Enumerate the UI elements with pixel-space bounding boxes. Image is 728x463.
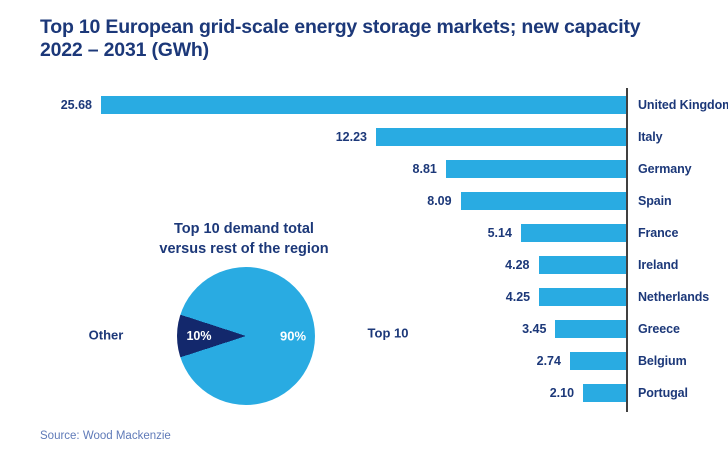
bar-category-label: Portugal — [638, 386, 688, 401]
bar-value-label: 12.23 — [335, 130, 367, 145]
bar-value-label: 4.28 — [505, 258, 530, 273]
pie-chart: 90% 10% — [177, 267, 315, 405]
chart-title-line-1: Top 10 European grid-scale energy storag… — [40, 16, 641, 38]
pie-slice-label-top10-pct: 90% — [279, 328, 307, 344]
bar-segment — [445, 160, 626, 179]
bar-category-label: Ireland — [638, 258, 679, 273]
pie-title-line-2: versus rest of the region — [159, 241, 329, 257]
source-note: Source: Wood Mackenzie — [40, 430, 171, 442]
bar-value-label: 8.81 — [412, 162, 437, 177]
bar-row-greece: 3.45 Greece — [0, 320, 728, 339]
bar-row-germany: 8.81 Germany — [0, 160, 728, 179]
pie-legend-top10: Top 10 — [367, 325, 409, 341]
bar-segment — [555, 320, 626, 339]
chart-title-line-2: 2022 – 2031 (GWh) — [40, 39, 209, 61]
bar-value-label: 25.68 — [60, 98, 92, 112]
bar-value-label: 2.74 — [536, 354, 561, 369]
bar-segment — [539, 288, 626, 307]
bar-value-label: 5.14 — [487, 226, 512, 241]
bar-category-label: United Kingdom — [638, 98, 728, 112]
bar-segment — [460, 192, 626, 211]
bar-row-spain: 8.09 Spain — [0, 192, 728, 211]
bar-segment — [101, 96, 626, 114]
bar-row-ireland: 4.28 Ireland — [0, 256, 728, 275]
bar-row-portugal: 2.10 Portugal — [0, 384, 728, 403]
pie-slice-label-other-pct: 10% — [186, 329, 212, 343]
bar-category-label: Italy — [638, 130, 663, 145]
bar-value-label: 2.10 — [549, 386, 575, 401]
bar-segment — [375, 128, 626, 147]
bar-segment — [583, 384, 626, 403]
bar-category-label: Greece — [638, 322, 680, 337]
bar-chart-axis-line — [626, 88, 628, 412]
bar-chart: 25.68 United Kingdom 12.23 Italy 8.81 Germany… — [0, 88, 728, 412]
bar-segment — [520, 224, 626, 243]
bar-row-france: 5.14 France — [0, 224, 728, 243]
bar-value-label: 3.45 — [522, 322, 547, 337]
bar-row-netherlands: 4.25 Netherlands — [0, 288, 728, 307]
bar-row-italy: 12.23 Italy — [0, 128, 728, 147]
chart-title: Top 10 European grid-scale energy storag… — [40, 16, 724, 62]
bar-category-label: France — [638, 226, 679, 241]
bar-segment — [569, 352, 626, 371]
bar-row-united-kingdom: 25.68 United Kingdom — [0, 96, 728, 114]
pie-title-line-1: Top 10 demand total — [174, 221, 314, 237]
bar-category-label: Spain — [638, 194, 672, 209]
bar-segment — [538, 256, 626, 275]
bar-category-label: Belgium — [638, 354, 687, 369]
bar-value-label: 4.25 — [505, 290, 531, 305]
pie-legend-other: Other — [88, 327, 124, 343]
pie-chart-title: Top 10 demand total versus rest of the r… — [104, 219, 384, 259]
bar-value-label: 8.09 — [427, 194, 452, 209]
bar-category-label: Germany — [638, 162, 692, 177]
bar-row-belgium: 2.74 Belgium — [0, 352, 728, 371]
bar-category-label: Netherlands — [638, 290, 710, 305]
